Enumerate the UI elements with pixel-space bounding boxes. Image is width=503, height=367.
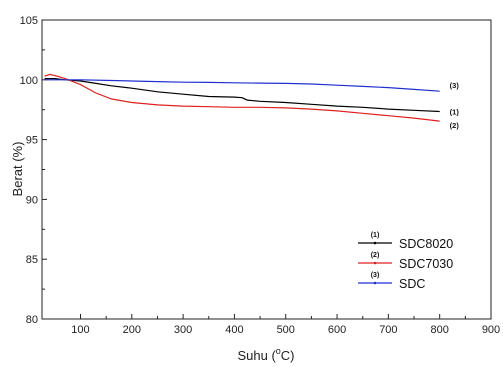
series-line-sdc8020	[44, 77, 440, 113]
series-end-label: (2)	[450, 121, 460, 130]
series-end-label: (3)	[450, 81, 460, 90]
y-tick-label: 80	[26, 314, 38, 326]
x-tick-label: 100	[71, 324, 89, 336]
x-tick-label: 200	[123, 324, 141, 336]
tick-marks	[42, 19, 492, 320]
x-axis-title: Suhu (oC)	[237, 346, 294, 363]
x-tick-label: 300	[174, 324, 192, 336]
x-axis-title-tail: C)	[281, 348, 295, 363]
y-tick-label: 85	[26, 254, 38, 266]
legend-number: (2)	[371, 252, 380, 259]
legend-label: SDC7030	[399, 257, 453, 271]
x-tick-label: 900	[482, 324, 500, 336]
x-tick-label: 800	[431, 324, 449, 336]
legend-label: SDC8020	[399, 237, 453, 251]
legend-label: SDC	[399, 277, 425, 291]
x-tick-label: 600	[328, 324, 346, 336]
series-layer	[44, 73, 440, 122]
x-tick-label: 700	[379, 324, 397, 336]
legend: (1) SDC8020 (2) SDC7030 (3) SDC	[358, 232, 453, 291]
y-tick-label: 105	[20, 15, 38, 27]
x-tick-label: 400	[225, 324, 243, 336]
series-end-label: (1)	[450, 107, 460, 116]
tick-labels: 100 200 300 400 500 600 700 800 900 80 85 90 95 100 10…	[20, 15, 501, 336]
x-axis-title-main: Suhu (	[237, 348, 276, 363]
x-tick-label: 500	[277, 324, 295, 336]
y-axis-title: Berat (%)	[10, 142, 25, 197]
legend-number: (3)	[371, 272, 380, 279]
legend-marker	[373, 261, 377, 265]
legend-marker	[373, 241, 377, 245]
y-tick-label: 90	[26, 194, 38, 206]
x-axis-title-sup: o	[276, 346, 281, 356]
series-end-labels: (1) (2) (3)	[450, 81, 460, 130]
legend-marker	[373, 281, 377, 285]
y-tick-label: 100	[20, 75, 38, 87]
y-tick-label: 95	[26, 135, 38, 147]
series-line-sdc	[44, 79, 440, 92]
plot-area	[41, 19, 492, 320]
legend-number: (1)	[371, 232, 380, 239]
